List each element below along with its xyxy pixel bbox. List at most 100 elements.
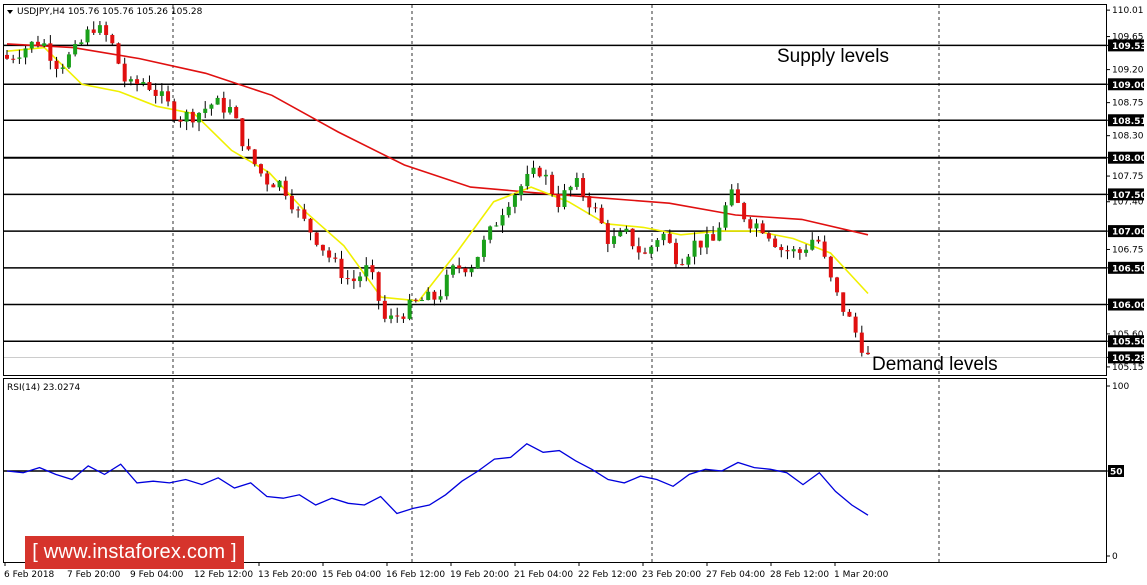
rsi-tick-label: 0	[1112, 552, 1118, 562]
bear-candle	[779, 247, 784, 251]
level-label-box	[1108, 225, 1144, 238]
bull-candle	[692, 240, 697, 257]
bear-candle	[333, 257, 338, 259]
bear-candle	[828, 256, 833, 278]
bull-candle	[209, 104, 214, 109]
level-label-box	[1108, 351, 1144, 364]
bull-candle	[618, 231, 623, 237]
bear-candle	[296, 209, 301, 211]
time-tick-label: 21 Feb 04:00	[514, 570, 573, 580]
rsi-tick-label: 100	[1112, 382, 1129, 392]
bear-candle	[401, 316, 406, 319]
bear-candle	[320, 244, 325, 251]
symbol-header: USDJPY,H4 105.76 105.76 105.26 105.28	[17, 7, 203, 17]
bear-candle	[91, 29, 96, 33]
bear-candle	[816, 239, 821, 242]
bull-candle	[141, 82, 146, 84]
bull-candle	[512, 195, 517, 207]
bull-candle	[729, 189, 734, 206]
bear-candle	[166, 91, 171, 102]
bear-candle	[748, 219, 753, 229]
bear-candle	[221, 97, 226, 113]
time-tick-label: 13 Feb 20:00	[258, 570, 317, 580]
bear-candle	[680, 264, 685, 266]
bull-candle	[42, 43, 47, 46]
level-label: 108.00	[1112, 154, 1147, 164]
sma-fast-line	[6, 46, 869, 302]
supply-levels-annotation: Supply levels	[777, 46, 889, 67]
bear-candle	[773, 238, 778, 248]
bear-candle	[116, 43, 121, 64]
rsi-line	[6, 443, 869, 516]
dropdown-icon[interactable]	[7, 10, 13, 14]
level-label: 109.00	[1112, 81, 1147, 91]
bull-candle	[494, 225, 499, 227]
bear-candle	[457, 265, 462, 269]
level-label: 105.28	[1112, 354, 1147, 364]
level-label: 108.51	[1112, 117, 1147, 127]
bear-candle	[351, 278, 356, 282]
bull-candle	[438, 296, 443, 300]
bull-candle	[649, 246, 654, 254]
time-tick-label: 15 Feb 04:00	[322, 570, 381, 580]
bear-candle	[178, 119, 183, 122]
bull-candle	[159, 91, 164, 96]
bear-candle	[550, 174, 555, 194]
bear-candle	[841, 292, 846, 312]
bear-candle	[698, 240, 703, 248]
bull-candle	[612, 236, 617, 244]
instaforex-logo: [ www.instaforex.com ]	[25, 536, 244, 569]
bull-candle	[450, 265, 455, 275]
bull-candle	[197, 112, 202, 123]
bear-candle	[5, 54, 9, 59]
bear-candle	[673, 242, 678, 265]
bear-candle	[265, 173, 270, 185]
bull-candle	[661, 233, 666, 241]
bull-candle	[23, 48, 28, 58]
price-tick-label: 108.75	[1112, 99, 1144, 109]
bear-candle	[327, 250, 332, 258]
price-tick-label: 107.40	[1112, 198, 1144, 208]
bull-candle	[810, 239, 815, 250]
price-tick-label: 109.65	[1112, 33, 1144, 43]
bear-candle	[246, 146, 251, 150]
time-tick-label: 22 Feb 12:00	[578, 570, 637, 580]
bear-candle	[822, 241, 827, 257]
time-tick-label: 19 Feb 20:00	[450, 570, 509, 580]
bear-candle	[271, 184, 276, 188]
bull-candle	[215, 97, 220, 105]
time-tick-label: 23 Feb 20:00	[642, 570, 701, 580]
bear-candle	[463, 268, 468, 273]
bear-candle	[104, 25, 109, 35]
level-label: 105.50	[1112, 338, 1147, 348]
bull-candle	[704, 234, 709, 248]
bear-candle	[302, 209, 307, 219]
bull-candle	[97, 25, 102, 33]
bear-candle	[413, 299, 418, 301]
bull-candle	[519, 186, 524, 196]
bull-candle	[574, 177, 579, 187]
bear-candle	[314, 232, 319, 245]
bull-candle	[500, 215, 505, 226]
level-label: 107.00	[1112, 228, 1147, 238]
bear-candle	[252, 149, 257, 165]
bear-candle	[587, 196, 592, 208]
price-tick-label: 109.20	[1112, 66, 1144, 76]
bear-candle	[785, 250, 790, 252]
level-label-box	[1108, 78, 1144, 91]
level-label-box	[1108, 261, 1144, 274]
candlesticks	[5, 21, 870, 357]
bull-candle	[60, 67, 65, 69]
bear-candle	[853, 316, 858, 333]
bull-candle	[506, 206, 511, 216]
time-tick-label: 1 Mar 20:00	[834, 570, 889, 580]
price-tick-label: 108.30	[1112, 132, 1144, 142]
demand-levels-annotation: Demand levels	[872, 354, 998, 375]
time-tick-label: 27 Feb 04:00	[706, 570, 765, 580]
bull-candle	[717, 227, 722, 241]
time-tick-label: 12 Feb 12:00	[194, 570, 253, 580]
time-tick-label: 9 Feb 04:00	[130, 570, 184, 580]
bull-candle	[568, 186, 573, 191]
bull-candle	[277, 180, 282, 188]
